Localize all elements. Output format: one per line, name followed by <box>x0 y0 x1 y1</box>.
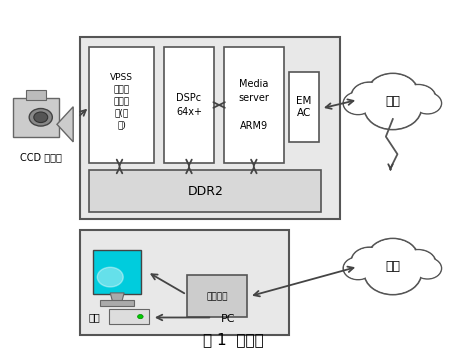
Circle shape <box>351 82 388 110</box>
Circle shape <box>29 109 52 126</box>
Circle shape <box>369 239 417 276</box>
FancyBboxPatch shape <box>288 72 319 142</box>
Text: Media
server

ARM9: Media server ARM9 <box>239 79 269 131</box>
Polygon shape <box>110 293 124 302</box>
FancyBboxPatch shape <box>26 90 46 101</box>
FancyBboxPatch shape <box>224 47 284 163</box>
Circle shape <box>351 247 388 275</box>
Circle shape <box>367 73 418 112</box>
FancyBboxPatch shape <box>187 275 247 318</box>
Text: PC: PC <box>221 314 236 324</box>
Circle shape <box>97 267 123 287</box>
Circle shape <box>369 74 417 111</box>
Text: VPSS
视频处
理子系
统(前
端): VPSS 视频处 理子系 统(前 端) <box>110 73 133 130</box>
Circle shape <box>414 258 441 278</box>
Circle shape <box>414 93 441 113</box>
Text: 图 1  系统框: 图 1 系统框 <box>203 332 263 347</box>
Circle shape <box>365 87 420 129</box>
FancyBboxPatch shape <box>109 309 149 324</box>
Circle shape <box>414 93 441 114</box>
Circle shape <box>364 86 422 130</box>
Circle shape <box>352 83 387 110</box>
Circle shape <box>352 248 387 275</box>
Circle shape <box>34 112 48 122</box>
Circle shape <box>365 252 420 293</box>
Circle shape <box>137 314 143 319</box>
Circle shape <box>402 250 435 276</box>
FancyBboxPatch shape <box>93 250 141 293</box>
FancyBboxPatch shape <box>164 47 214 163</box>
Text: EM
AC: EM AC <box>296 96 311 118</box>
Text: DSPc
64x+: DSPc 64x+ <box>176 93 202 117</box>
Circle shape <box>343 257 373 280</box>
Text: 网络解包: 网络解包 <box>206 292 227 301</box>
FancyBboxPatch shape <box>89 170 321 212</box>
FancyBboxPatch shape <box>89 47 154 163</box>
Text: 网络: 网络 <box>385 95 400 108</box>
Text: CCD 摄像机: CCD 摄像机 <box>20 153 62 162</box>
Circle shape <box>402 85 435 111</box>
Text: 网络: 网络 <box>385 260 400 273</box>
Polygon shape <box>57 107 73 142</box>
Circle shape <box>344 92 372 114</box>
Circle shape <box>414 258 441 279</box>
FancyBboxPatch shape <box>80 230 288 335</box>
Circle shape <box>344 258 372 279</box>
Circle shape <box>364 251 422 295</box>
Circle shape <box>343 92 373 114</box>
Text: DDR2: DDR2 <box>187 184 223 198</box>
Text: 存储: 存储 <box>88 313 100 322</box>
Circle shape <box>401 85 436 111</box>
Circle shape <box>401 250 436 276</box>
FancyBboxPatch shape <box>13 98 59 137</box>
FancyBboxPatch shape <box>100 300 134 306</box>
FancyBboxPatch shape <box>80 36 340 219</box>
Circle shape <box>367 239 418 277</box>
